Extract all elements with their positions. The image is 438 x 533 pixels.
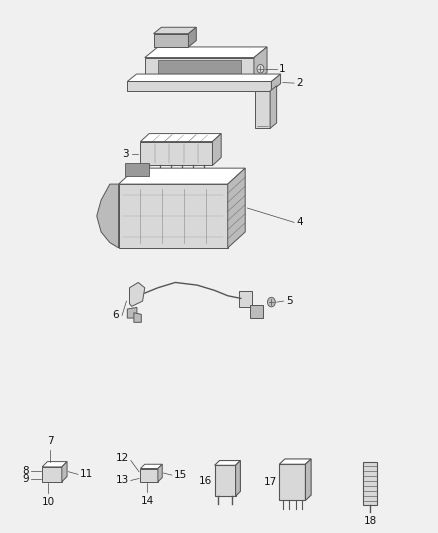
Polygon shape (254, 47, 267, 83)
Text: 4: 4 (297, 217, 304, 228)
Polygon shape (141, 142, 212, 165)
Text: 13: 13 (116, 475, 130, 486)
Polygon shape (153, 27, 196, 34)
Polygon shape (141, 464, 162, 469)
Text: 8: 8 (22, 466, 29, 477)
Text: 11: 11 (80, 470, 93, 479)
Polygon shape (145, 47, 267, 58)
Polygon shape (270, 86, 277, 128)
Circle shape (268, 297, 276, 307)
Polygon shape (363, 462, 378, 505)
Polygon shape (145, 58, 254, 83)
Polygon shape (119, 168, 245, 184)
Text: 10: 10 (42, 497, 55, 507)
Polygon shape (250, 305, 263, 318)
Text: 6: 6 (113, 310, 119, 320)
Polygon shape (215, 461, 240, 465)
Polygon shape (42, 467, 62, 482)
Polygon shape (42, 462, 67, 467)
Polygon shape (97, 184, 119, 248)
Polygon shape (127, 74, 281, 82)
Polygon shape (141, 469, 158, 482)
Polygon shape (127, 82, 272, 91)
Polygon shape (255, 91, 270, 128)
Text: 2: 2 (297, 78, 304, 88)
Polygon shape (125, 163, 149, 176)
Polygon shape (279, 459, 311, 464)
Text: 14: 14 (141, 496, 154, 506)
Circle shape (257, 64, 264, 73)
Polygon shape (236, 461, 240, 496)
Polygon shape (212, 134, 221, 165)
Polygon shape (119, 184, 228, 248)
Polygon shape (141, 134, 221, 142)
Polygon shape (228, 168, 245, 248)
Polygon shape (188, 27, 196, 47)
Text: 5: 5 (286, 296, 293, 306)
Text: 18: 18 (364, 516, 377, 527)
Polygon shape (130, 282, 145, 306)
Polygon shape (215, 465, 236, 496)
Text: 15: 15 (174, 470, 187, 480)
Text: 1: 1 (279, 64, 286, 74)
Polygon shape (239, 292, 252, 308)
Polygon shape (305, 459, 311, 500)
Text: 3: 3 (122, 149, 129, 158)
Text: 12: 12 (116, 453, 130, 463)
Polygon shape (134, 313, 141, 322)
Polygon shape (272, 74, 281, 91)
Polygon shape (127, 308, 137, 318)
Polygon shape (153, 34, 188, 47)
Text: 16: 16 (199, 476, 212, 486)
Text: 9: 9 (22, 474, 29, 484)
Text: 17: 17 (264, 478, 277, 487)
Text: 7: 7 (47, 435, 53, 446)
Polygon shape (158, 464, 162, 482)
Polygon shape (62, 462, 67, 482)
Polygon shape (279, 464, 305, 500)
Polygon shape (158, 60, 241, 80)
